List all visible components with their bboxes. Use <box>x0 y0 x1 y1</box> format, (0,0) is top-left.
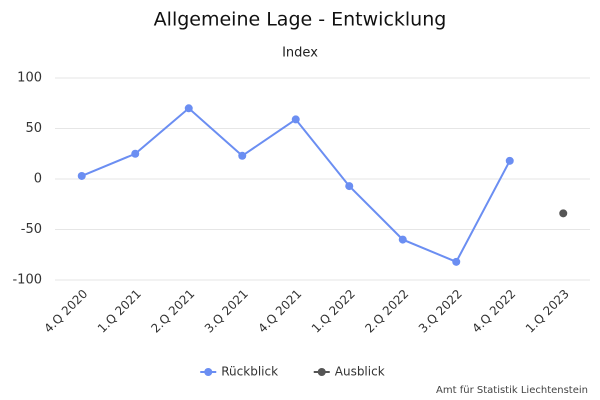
data-point <box>291 115 300 124</box>
chart-title: Allgemeine Lage - Entwicklung <box>154 9 447 31</box>
series-line <box>81 106 511 264</box>
data-point <box>184 104 193 113</box>
data-point <box>452 257 461 266</box>
x-tick-label: 2.Q 2022 <box>362 287 411 336</box>
y-tick-label: 0 <box>34 172 42 187</box>
x-tick-label: 3.Q 2021 <box>202 287 251 336</box>
data-point <box>505 156 514 165</box>
x-tick-label: 1.Q 2021 <box>95 287 144 336</box>
x-tick-label: 4.Q 2021 <box>255 287 304 336</box>
source: Amt für Statistik Liechtenstein <box>436 385 588 396</box>
legend-item: Ausblick <box>313 365 385 379</box>
x-tick-label: 4.Q 2020 <box>41 287 90 336</box>
y-tick-label: -50 <box>21 222 42 237</box>
data-point <box>398 235 407 244</box>
x-tick-label: 1.Q 2022 <box>309 287 358 336</box>
data-point <box>77 171 86 180</box>
y-tick-label: 50 <box>25 121 42 136</box>
x-tick-label: 4.Q 2022 <box>469 287 518 336</box>
legend-item: Rückblick <box>200 365 278 379</box>
legend-marker <box>317 368 326 376</box>
data-point <box>238 151 247 160</box>
x-tick-label: 2.Q 2021 <box>148 287 197 336</box>
y-tick-label: -100 <box>12 273 42 288</box>
x-tick-label: 3.Q 2022 <box>416 287 465 336</box>
data-point <box>345 182 354 191</box>
chart-subtitle: Index <box>282 46 318 61</box>
legend-marker <box>204 368 213 376</box>
legend-label: Ausblick <box>335 365 385 379</box>
y-tick-label: 100 <box>17 71 42 86</box>
data-point <box>131 149 140 158</box>
legend-label: Rückblick <box>221 365 278 379</box>
x-tick-label: 1.Q 2023 <box>523 287 572 336</box>
data-point <box>559 209 568 218</box>
